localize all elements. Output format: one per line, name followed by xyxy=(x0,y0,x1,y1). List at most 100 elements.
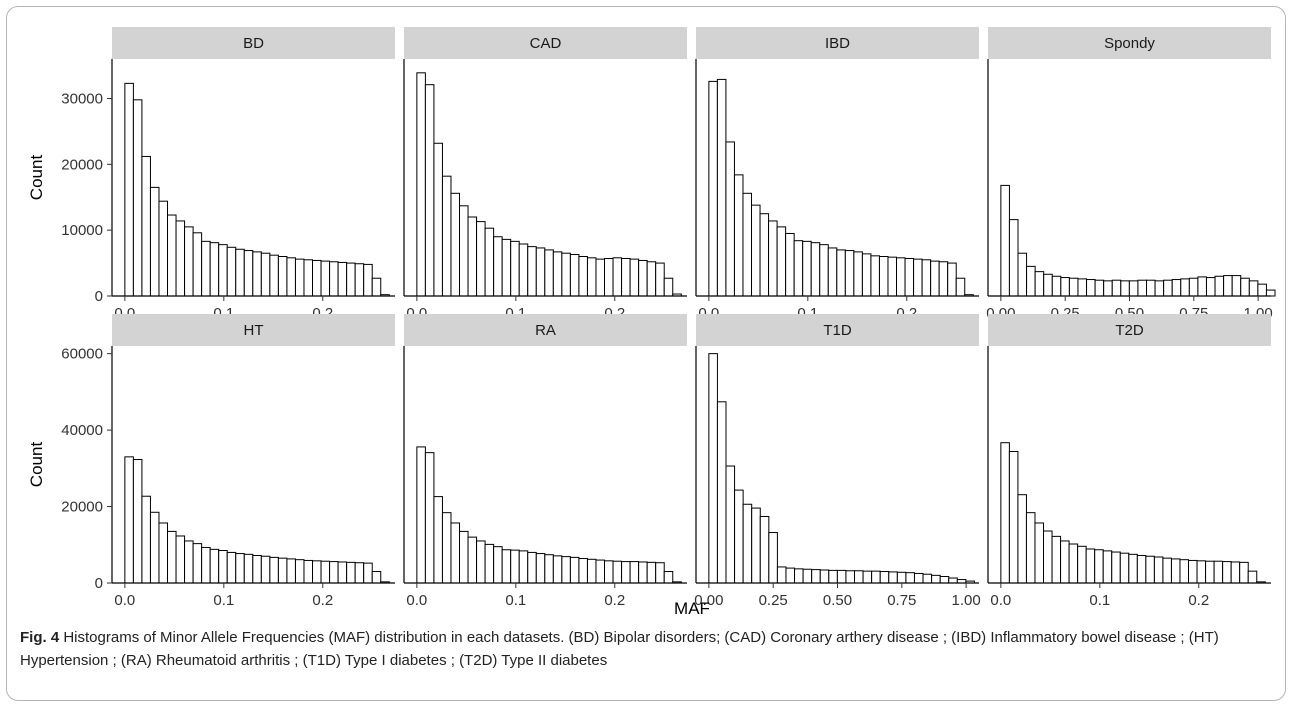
histogram-bar xyxy=(1060,540,1070,584)
histogram-bar xyxy=(243,250,254,297)
histogram-bar xyxy=(286,257,296,297)
histogram-bar xyxy=(905,572,915,584)
histogram-bar xyxy=(1000,442,1010,584)
histogram-bar xyxy=(218,550,228,584)
histogram-bar xyxy=(638,561,648,584)
histogram-bar xyxy=(922,573,933,584)
histogram-bar xyxy=(1068,543,1079,584)
histogram-bar xyxy=(260,252,271,297)
histogram-bar xyxy=(776,226,787,297)
histogram-bar xyxy=(467,536,478,584)
histogram-bar xyxy=(286,558,296,584)
histogram-bar xyxy=(708,353,718,584)
histogram-bar xyxy=(1111,551,1121,584)
histogram-bar xyxy=(1154,280,1165,297)
histogram-bar xyxy=(655,262,665,297)
x-tick-label: 0.0 xyxy=(114,592,135,609)
histogram-bar xyxy=(1247,570,1258,584)
histogram-bar xyxy=(149,511,160,584)
histogram-bar xyxy=(1068,277,1079,297)
histogram-bar xyxy=(476,221,486,297)
histogram-bar xyxy=(1163,279,1173,297)
histogram-bar xyxy=(1017,494,1027,584)
histogram-bar xyxy=(371,277,382,297)
histogram-bar xyxy=(433,142,443,297)
histogram-bar xyxy=(629,258,640,297)
histogram-bar xyxy=(1137,279,1148,297)
histogram-bar xyxy=(1017,252,1028,297)
histogram-bar xyxy=(1000,184,1010,297)
histogram-bar xyxy=(836,569,847,584)
histogram-bar xyxy=(167,214,177,297)
histogram-bar xyxy=(578,256,588,297)
histogram-bar xyxy=(363,562,373,584)
facet-strip xyxy=(404,314,687,346)
facet-strip xyxy=(112,27,395,59)
histogram-bar xyxy=(887,256,898,297)
histogram-bar xyxy=(1008,219,1019,297)
histogram-bar xyxy=(1153,556,1164,584)
histogram-bar xyxy=(294,559,305,584)
histogram-bar xyxy=(1205,560,1215,584)
x-tick-label: 0.50 xyxy=(823,592,852,609)
y-tick-label: 60000 xyxy=(61,346,103,363)
histogram-bar xyxy=(493,546,503,584)
histogram-bar xyxy=(904,257,915,297)
histogram-bar xyxy=(751,507,761,584)
histogram-bar xyxy=(1026,265,1036,297)
histogram-bar xyxy=(810,242,821,297)
caption-text: Histograms of Minor Allele Frequencies (… xyxy=(20,629,1219,669)
histogram-bar xyxy=(1180,278,1190,297)
histogram-bar xyxy=(939,576,950,584)
histogram-bar xyxy=(604,257,614,297)
y-axis-title: Count xyxy=(27,442,46,488)
histogram-bar xyxy=(663,277,674,297)
histogram-bar xyxy=(303,559,314,584)
histogram-bar xyxy=(621,561,631,584)
histogram-bar xyxy=(1103,280,1113,297)
histogram-bar xyxy=(759,515,770,584)
facet-strip xyxy=(988,27,1271,59)
facet-label: T2D xyxy=(1115,322,1144,339)
x-tick-label: 0.2 xyxy=(604,592,625,609)
y-tick-label: 30000 xyxy=(61,91,103,108)
x-tick-label: 0.25 xyxy=(759,592,788,609)
histogram-bar xyxy=(742,192,753,297)
histogram-bar xyxy=(561,252,571,297)
facet-strip xyxy=(988,314,1271,346)
histogram-bar xyxy=(888,571,898,584)
histogram-bar xyxy=(294,258,305,297)
histogram-bar xyxy=(913,572,924,584)
histogram-bar xyxy=(1222,561,1232,584)
x-tick-label: 0.1 xyxy=(1089,592,1110,609)
histogram-bar xyxy=(416,446,426,584)
histogram-bar xyxy=(655,562,665,584)
histogram-bar xyxy=(930,260,940,297)
histogram-bar xyxy=(501,549,512,584)
histogram-bar xyxy=(312,259,322,297)
histogram-bar xyxy=(845,570,856,584)
histogram-bar xyxy=(459,530,469,584)
histogram-bar xyxy=(141,155,151,297)
x-tick-label: 0.1 xyxy=(505,592,526,609)
histogram-bar xyxy=(124,456,134,584)
histogram-bar xyxy=(1025,512,1036,584)
histogram-bar xyxy=(663,571,674,584)
histogram-bar xyxy=(141,495,151,584)
facet-label: RA xyxy=(535,322,556,339)
x-tick-label: 0.0 xyxy=(406,592,427,609)
histogram-bar xyxy=(1034,271,1045,297)
histogram-bar xyxy=(337,561,348,584)
histogram-bar xyxy=(1223,275,1233,297)
histogram-bar xyxy=(192,232,203,297)
histogram-bar xyxy=(484,543,495,584)
facet-label: IBD xyxy=(825,35,850,52)
histogram-bar xyxy=(853,251,863,297)
facet-label: BD xyxy=(243,35,264,52)
histogram-bar xyxy=(363,263,373,297)
histogram-bar xyxy=(862,570,873,584)
histogram-bar xyxy=(510,240,520,297)
histogram-bar xyxy=(878,256,889,297)
histogram-bar xyxy=(1257,283,1267,297)
histogram-bar xyxy=(1205,277,1216,297)
